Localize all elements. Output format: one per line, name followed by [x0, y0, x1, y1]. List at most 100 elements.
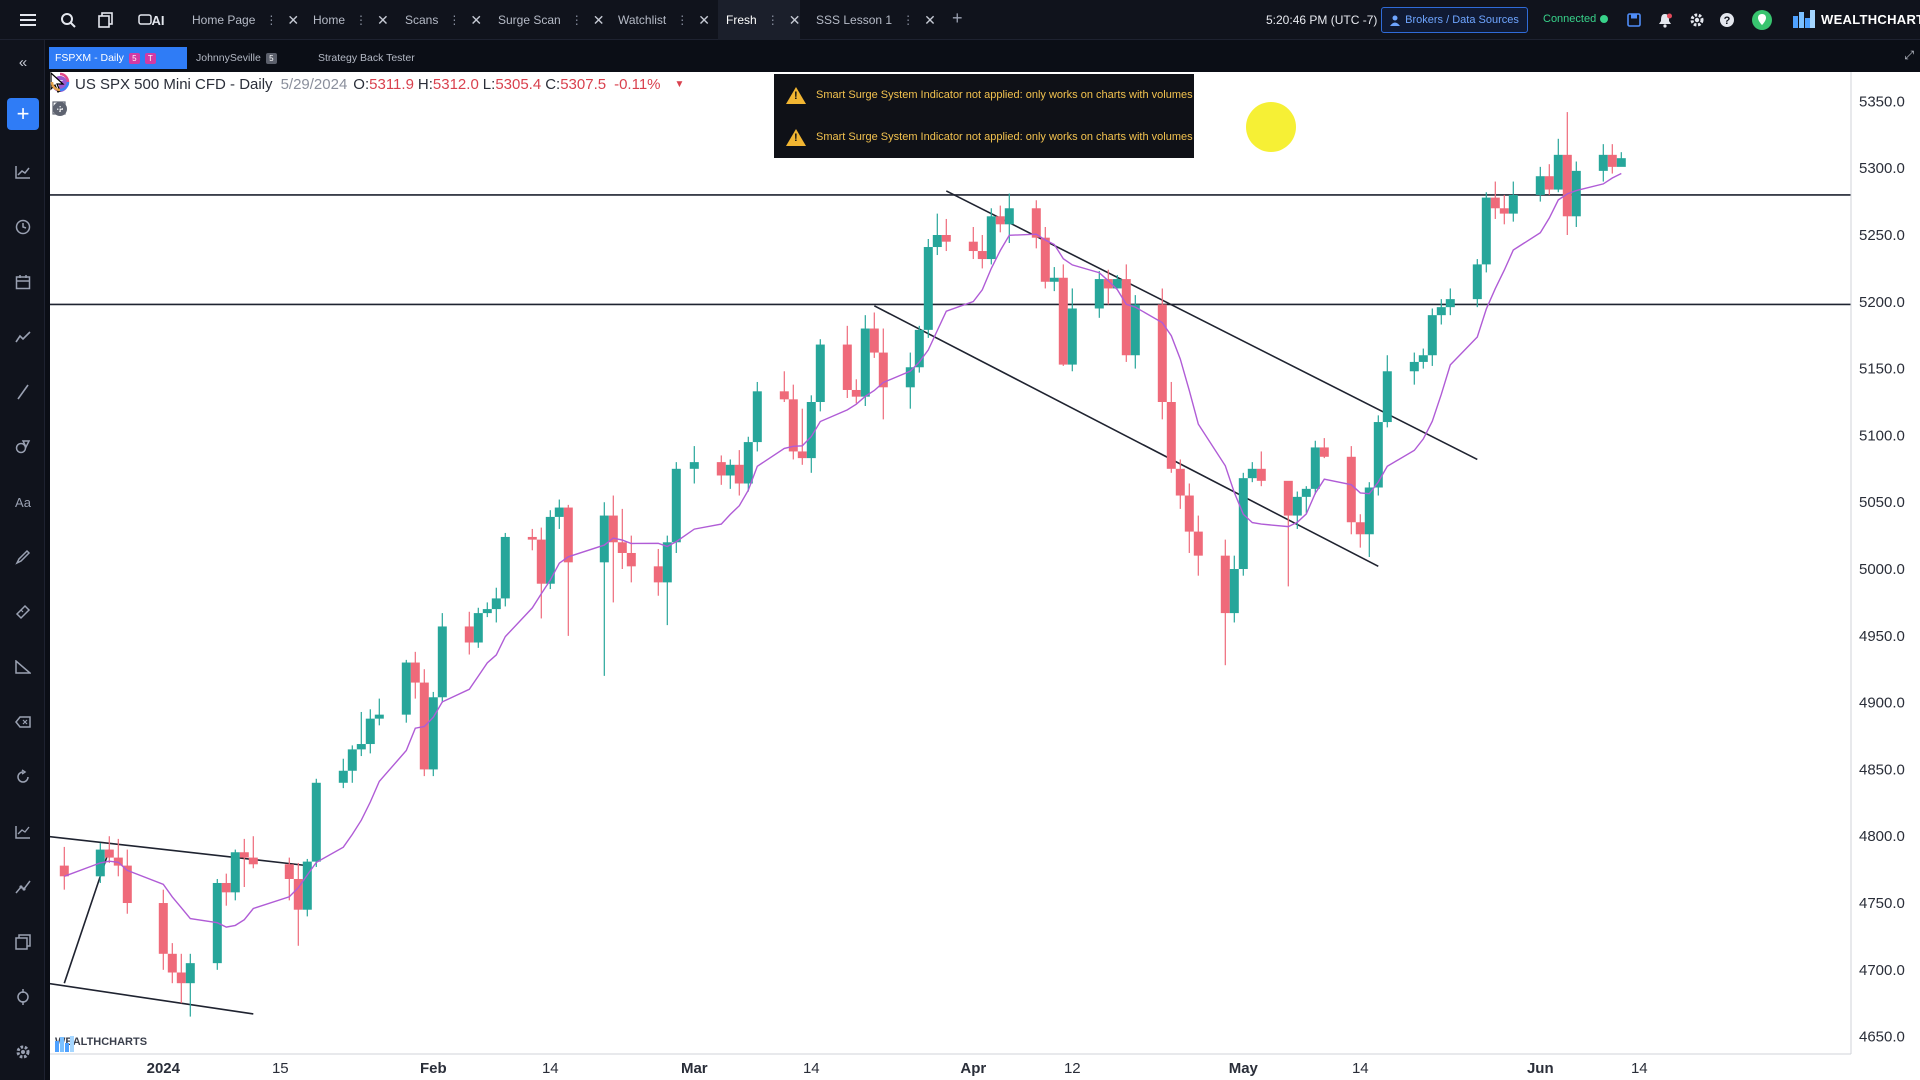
tab-menu-icon[interactable]: ⋮ — [265, 13, 278, 27]
ai-assistant-icon[interactable]: AI — [136, 9, 166, 31]
add-button[interactable]: + — [7, 98, 39, 130]
close-icon[interactable]: ✕ — [698, 11, 710, 28]
location-pin-icon[interactable] — [1751, 9, 1773, 31]
shapes-icon[interactable] — [11, 435, 35, 459]
candle-body — [158, 903, 168, 954]
candle-body — [968, 241, 978, 252]
tab-home-page[interactable]: Home Page ⋮ ✕ — [184, 0, 307, 40]
indicator-toggle-icon[interactable] — [52, 101, 68, 117]
top-bar: AI Home Page ⋮ ✕ Home ⋮ ✕ Scans ⋮ ✕ Surge Scan… — [0, 0, 1920, 40]
candle-body — [788, 399, 798, 452]
search-icon[interactable] — [57, 9, 79, 31]
chart-tab-fspxm[interactable]: FSPXM - Daily 5 T — [49, 47, 187, 69]
settings-gear-icon[interactable] — [1686, 9, 1708, 31]
tab-menu-icon[interactable]: ⋮ — [902, 13, 915, 27]
menu-icon[interactable] — [17, 9, 39, 31]
help-icon[interactable]: ? — [1716, 9, 1738, 31]
trend-line-icon[interactable] — [11, 380, 35, 404]
chart-legend: F US SPX 500 Mini CFD - Daily 5/29/2024 … — [52, 73, 684, 95]
candle-body — [914, 329, 924, 368]
tab-menu-icon[interactable]: ⋮ — [766, 13, 779, 27]
candle-body — [653, 566, 663, 583]
chart-type-icon[interactable] — [11, 160, 35, 184]
chart-canvas[interactable]: 5350.0 5300.0 5250.0 5200.0 5150.0 5100.0 5050… — [50, 72, 1920, 1080]
tab-home[interactable]: Home ⋮ ✕ — [305, 0, 397, 40]
layouts-icon[interactable] — [95, 9, 117, 31]
candle-body — [1616, 158, 1626, 167]
strategy-icon[interactable] — [11, 875, 35, 899]
close-icon[interactable]: ✕ — [592, 11, 605, 28]
time-tick-label: 12 — [1064, 1060, 1081, 1077]
legend-collapse-icon[interactable]: ▼ — [674, 78, 685, 90]
tab-menu-icon[interactable]: ⋮ — [570, 13, 583, 27]
candle-body — [1562, 154, 1572, 217]
candle-body — [806, 402, 816, 459]
brokers-data-sources-button[interactable]: Brokers / Data Sources — [1381, 7, 1528, 33]
chart-tab-strategy-back-tester[interactable]: Strategy Back Tester — [312, 47, 421, 69]
high-value: 5312.0 — [432, 75, 479, 93]
candle-body — [995, 216, 1005, 225]
add-indicator-icon[interactable] — [52, 101, 90, 117]
sync-icon[interactable] — [50, 72, 70, 92]
expand-icon[interactable]: ⤢ — [1904, 48, 1914, 62]
candle-body — [905, 367, 915, 388]
tab-label: Home Page — [192, 13, 256, 27]
ruler-icon[interactable] — [11, 600, 35, 624]
candle-body — [491, 598, 501, 610]
tab-scans[interactable]: Scans ⋮ ✕ — [397, 0, 490, 40]
tab-fresh[interactable]: Fresh ⋮ ✕ — [718, 0, 800, 40]
tab-sss-lesson-1[interactable]: SSS Lesson 1 ⋮ ✕ — [808, 0, 944, 40]
collapse-toolbar-icon[interactable]: « — [18, 53, 28, 71]
clock-icon[interactable] — [11, 215, 35, 239]
candle-body — [1040, 237, 1050, 282]
candle-body — [941, 234, 951, 242]
calendar-icon[interactable] — [11, 270, 35, 294]
close-icon[interactable]: ✕ — [788, 11, 801, 28]
candle-body — [221, 882, 231, 893]
tab-menu-icon[interactable]: ⋮ — [355, 13, 368, 27]
close-icon[interactable]: ✕ — [287, 11, 300, 28]
candle-body — [104, 849, 114, 858]
candle-body — [464, 626, 474, 643]
candle-body — [437, 626, 447, 698]
chart-tab-johnnyseville[interactable]: JohnnySeville 5 — [190, 47, 283, 69]
chart-tabs-row: FSPXM - Daily 5 T JohnnySeville 5 Strate… — [45, 44, 1920, 70]
measure-icon[interactable] — [11, 655, 35, 679]
eraser-icon[interactable] — [11, 710, 35, 734]
tab-menu-icon[interactable]: ⋮ — [448, 13, 461, 27]
tab-surge-scan[interactable]: Surge Scan ⋮ ✕ — [490, 0, 612, 40]
crosshair-icon[interactable] — [11, 985, 35, 1009]
candle-body — [167, 953, 177, 973]
add-tab-icon[interactable]: + — [952, 8, 963, 28]
close-icon[interactable]: ✕ — [470, 11, 483, 28]
brush-icon[interactable] — [11, 545, 35, 569]
candle-body — [1130, 304, 1140, 356]
replay-icon[interactable] — [11, 765, 35, 789]
tab-watchlist[interactable]: Watchlist ⋮ ✕ — [610, 0, 718, 40]
close-icon[interactable]: ✕ — [924, 11, 936, 28]
notification-bell-icon[interactable] — [1654, 9, 1676, 31]
compare-icon[interactable] — [11, 820, 35, 844]
candle-body — [536, 539, 546, 584]
connection-status: Connected — [1543, 13, 1609, 25]
warning-icon — [786, 86, 806, 104]
user-icon — [1390, 15, 1401, 26]
templates-icon[interactable] — [11, 930, 35, 954]
close-icon[interactable]: ✕ — [377, 11, 389, 28]
indicators-icon[interactable] — [11, 325, 35, 349]
candle-body — [1058, 277, 1068, 365]
symbol-title[interactable]: US SPX 500 Mini CFD - Daily — [75, 75, 273, 93]
candle-body — [428, 697, 438, 770]
price-tick-label: 5300.0 — [1859, 160, 1905, 177]
candle-body — [1247, 468, 1257, 479]
candle-body — [1436, 307, 1446, 316]
candle-body — [1031, 208, 1041, 238]
price-tick-label: 5150.0 — [1859, 361, 1905, 378]
text-tool-icon[interactable]: Aa — [15, 494, 31, 510]
chart-settings-icon[interactable] — [11, 1040, 35, 1064]
tab-menu-icon[interactable]: ⋮ — [676, 13, 689, 27]
candle-body — [1499, 208, 1509, 214]
time-tick-label: May — [1229, 1060, 1259, 1077]
save-icon[interactable] — [1623, 9, 1645, 31]
price-chart[interactable]: 5350.0 5300.0 5250.0 5200.0 5150.0 5100.0 5050… — [50, 72, 1920, 1080]
